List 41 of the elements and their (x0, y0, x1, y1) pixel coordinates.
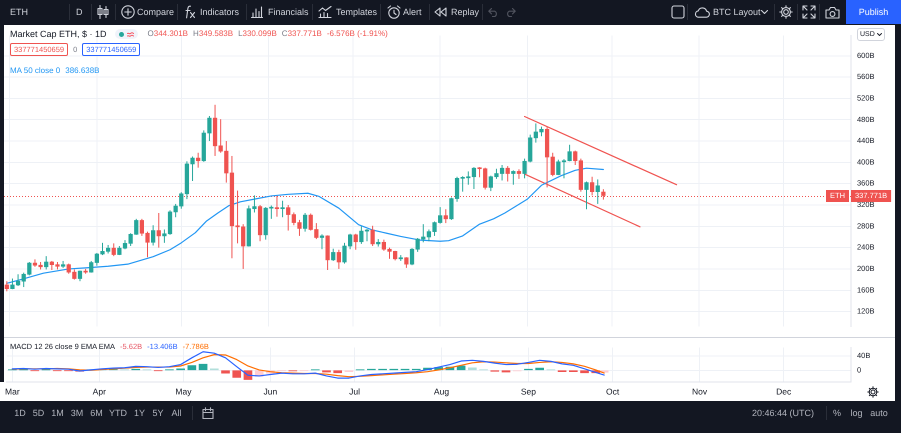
text: 5Y (152, 407, 164, 419)
button: Publish (846, 0, 901, 24)
text: log (850, 407, 863, 419)
text: MA 50 close 0 (10, 66, 60, 75)
text: % (832, 407, 842, 419)
text: 3M (70, 407, 84, 419)
x-tick-label: Sep (520, 386, 536, 396)
text: Alert (403, 6, 422, 18)
text: Templates (336, 6, 378, 18)
x-tick-label: Jul (349, 386, 360, 396)
x-tick-label: Dec (776, 386, 792, 396)
annotation: C337.771B (282, 28, 322, 40)
x-tick-label: Mar (5, 386, 20, 396)
text: Replay (451, 6, 480, 18)
chart-title: Market Cap ETH, $ · 1D (10, 28, 107, 40)
x-tick-label: Nov (692, 386, 708, 396)
text: ETH (10, 6, 28, 18)
text: 1D (14, 407, 26, 419)
text: Compare (137, 6, 174, 18)
annotation: O344.301B (148, 28, 188, 40)
text: 20:46:44 (UTC) (752, 407, 814, 419)
text: 1Y (134, 407, 146, 419)
annotation: L330.099B (238, 28, 277, 40)
x-tick-label: Apr (92, 386, 106, 396)
text: D (76, 6, 82, 18)
text: 1M (51, 407, 64, 419)
annotation: H349.583B (193, 28, 234, 40)
text: All (171, 407, 182, 419)
text: Financials (268, 6, 309, 18)
x-tick-label: Oct (606, 386, 620, 396)
x-tick-label: May (175, 386, 192, 396)
annotation: -6.576B (-1.91%) (326, 28, 388, 40)
text: 5D (32, 407, 44, 419)
text: YTD (109, 407, 127, 419)
text: BTC Layout (713, 6, 761, 18)
x-tick-label: Aug (434, 386, 450, 396)
text: Indicators (200, 6, 240, 18)
text: 6M (90, 407, 103, 419)
annotation: 386.638B (65, 66, 100, 75)
text: auto (870, 407, 888, 419)
x-tick-label: Jun (264, 386, 278, 396)
